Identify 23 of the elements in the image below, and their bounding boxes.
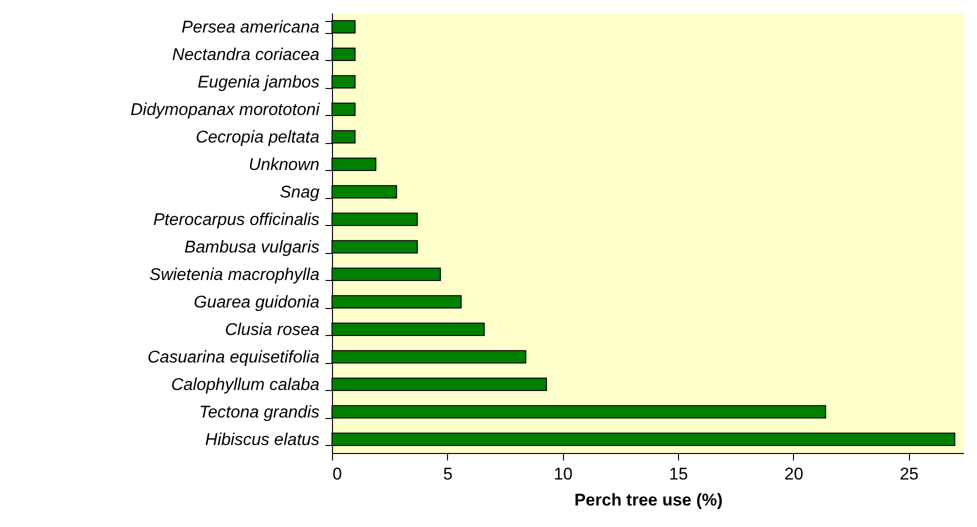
y-tick-label: Cecropia peltata xyxy=(196,127,320,146)
y-tick-label: Pterocarpus officinalis xyxy=(153,210,320,229)
x-tick-label: 25 xyxy=(900,464,919,484)
y-tick-label: Snag xyxy=(280,182,320,202)
y-tick-label: Eugenia jambos xyxy=(198,72,320,92)
y-tick-label: Guarea guidonia xyxy=(194,292,320,312)
y-tick-label: Bambusa vulgaris xyxy=(184,237,320,256)
y-tick-label: Tectona grandis xyxy=(199,402,320,422)
x-tick-label: 10 xyxy=(554,464,573,484)
y-tick-label: Swietenia macrophylla xyxy=(149,264,320,284)
y-tick-label: Calophyllum calaba xyxy=(171,374,320,394)
y-tick-label: Hibiscus elatus xyxy=(205,430,320,449)
x-axis-title: Perch tree use (%) xyxy=(574,490,723,510)
y-tick-label: Casuarina equisetifolia xyxy=(148,347,320,366)
x-tick-label: 5 xyxy=(443,464,453,484)
x-tick-label: 20 xyxy=(784,464,804,484)
x-tick-label: 15 xyxy=(669,464,688,484)
y-tick-label: Persea americana xyxy=(182,17,320,36)
y-tick-label: Clusia rosea xyxy=(225,320,320,339)
x-tick-label: 0 xyxy=(332,464,342,484)
y-tick-label: Didymopanax morototoni xyxy=(130,100,321,119)
y-tick-label: Nectandra coriacea xyxy=(172,44,320,64)
y-tick-label: Unknown xyxy=(248,154,320,174)
